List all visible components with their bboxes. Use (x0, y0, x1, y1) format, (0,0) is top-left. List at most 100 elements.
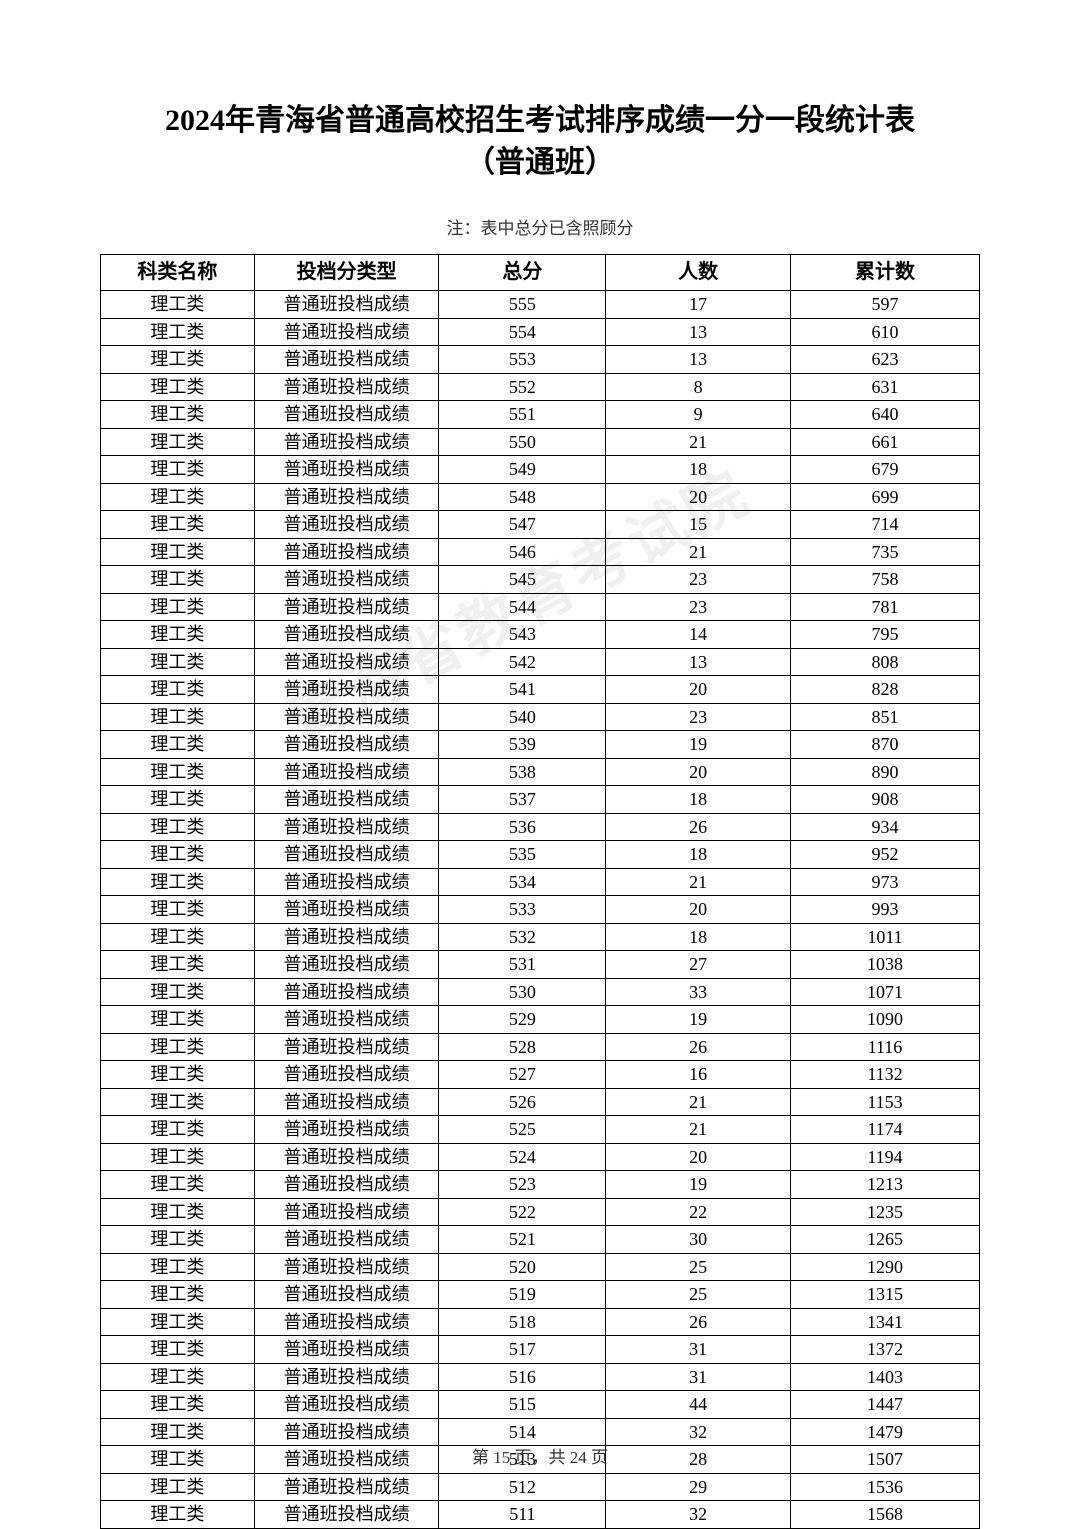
cell-category: 理工类 (101, 703, 255, 731)
cell-count: 26 (606, 1308, 791, 1336)
cell-type: 普通班投档成绩 (254, 483, 439, 511)
cell-cumulative: 795 (790, 621, 979, 649)
cell-score: 528 (439, 1033, 606, 1061)
cell-type: 普通班投档成绩 (254, 1033, 439, 1061)
table-row: 理工类普通班投档成绩54023851 (101, 703, 980, 731)
cell-type: 普通班投档成绩 (254, 1253, 439, 1281)
cell-category: 理工类 (101, 1418, 255, 1446)
cell-category: 理工类 (101, 401, 255, 429)
table-row: 理工类普通班投档成绩54523758 (101, 566, 980, 594)
cell-count: 26 (606, 813, 791, 841)
cell-count: 20 (606, 758, 791, 786)
cell-count: 31 (606, 1363, 791, 1391)
cell-count: 13 (606, 318, 791, 346)
cell-category: 理工类 (101, 758, 255, 786)
cell-count: 21 (606, 868, 791, 896)
cell-category: 理工类 (101, 1006, 255, 1034)
cell-score: 555 (439, 291, 606, 319)
cell-type: 普通班投档成绩 (254, 538, 439, 566)
cell-type: 普通班投档成绩 (254, 676, 439, 704)
table-row: 理工类普通班投档成绩517311372 (101, 1336, 980, 1364)
cell-score: 538 (439, 758, 606, 786)
cell-category: 理工类 (101, 1391, 255, 1419)
cell-score: 542 (439, 648, 606, 676)
cell-category: 理工类 (101, 511, 255, 539)
cell-type: 普通班投档成绩 (254, 1391, 439, 1419)
table-row: 理工类普通班投档成绩55021661 (101, 428, 980, 456)
cell-count: 18 (606, 923, 791, 951)
cell-score: 525 (439, 1116, 606, 1144)
cell-type: 普通班投档成绩 (254, 896, 439, 924)
table-row: 理工类普通班投档成绩55517597 (101, 291, 980, 319)
cell-type: 普通班投档成绩 (254, 401, 439, 429)
cell-cumulative: 1011 (790, 923, 979, 951)
cell-cumulative: 597 (790, 291, 979, 319)
cell-count: 15 (606, 511, 791, 539)
cell-count: 19 (606, 1006, 791, 1034)
note-text: 注：表中总分已含照顾分 (100, 214, 980, 239)
cell-type: 普通班投档成绩 (254, 1308, 439, 1336)
cell-category: 理工类 (101, 428, 255, 456)
table-row: 理工类普通班投档成绩53320993 (101, 896, 980, 924)
cell-category: 理工类 (101, 483, 255, 511)
cell-score: 551 (439, 401, 606, 429)
table-row: 理工类普通班投档成绩514321479 (101, 1418, 980, 1446)
cell-score: 534 (439, 868, 606, 896)
cell-cumulative: 1265 (790, 1226, 979, 1254)
cell-category: 理工类 (101, 1473, 255, 1501)
cell-cumulative: 1341 (790, 1308, 979, 1336)
cell-category: 理工类 (101, 648, 255, 676)
cell-category: 理工类 (101, 676, 255, 704)
cell-count: 23 (606, 566, 791, 594)
cell-type: 普通班投档成绩 (254, 1171, 439, 1199)
table-row: 理工类普通班投档成绩516311403 (101, 1363, 980, 1391)
cell-category: 理工类 (101, 1171, 255, 1199)
cell-score: 520 (439, 1253, 606, 1281)
table-header-row: 科类名称 投档分类型 总分 人数 累计数 (101, 255, 980, 291)
cell-cumulative: 890 (790, 758, 979, 786)
cell-count: 20 (606, 1143, 791, 1171)
cell-type: 普通班投档成绩 (254, 373, 439, 401)
cell-category: 理工类 (101, 1501, 255, 1529)
cell-type: 普通班投档成绩 (254, 731, 439, 759)
cell-cumulative: 1090 (790, 1006, 979, 1034)
cell-category: 理工类 (101, 1033, 255, 1061)
title-line-1: 2024年青海省普通高校招生考试排序成绩一分一段统计表 (165, 104, 915, 137)
table-row: 理工类普通班投档成绩531271038 (101, 951, 980, 979)
cell-count: 44 (606, 1391, 791, 1419)
cell-cumulative: 851 (790, 703, 979, 731)
table-row: 理工类普通班投档成绩523191213 (101, 1171, 980, 1199)
cell-count: 18 (606, 786, 791, 814)
table-row: 理工类普通班投档成绩53718908 (101, 786, 980, 814)
cell-score: 537 (439, 786, 606, 814)
cell-category: 理工类 (101, 868, 255, 896)
cell-cumulative: 908 (790, 786, 979, 814)
table-row: 理工类普通班投档成绩512291536 (101, 1473, 980, 1501)
cell-score: 527 (439, 1061, 606, 1089)
table-body: 理工类普通班投档成绩55517597理工类普通班投档成绩55413610理工类普… (101, 291, 980, 1529)
cell-count: 27 (606, 951, 791, 979)
cell-count: 20 (606, 896, 791, 924)
cell-count: 20 (606, 676, 791, 704)
cell-score: 514 (439, 1418, 606, 1446)
cell-type: 普通班投档成绩 (254, 951, 439, 979)
cell-cumulative: 952 (790, 841, 979, 869)
cell-cumulative: 1536 (790, 1473, 979, 1501)
cell-type: 普通班投档成绩 (254, 868, 439, 896)
cell-type: 普通班投档成绩 (254, 1226, 439, 1254)
cell-type: 普通班投档成绩 (254, 566, 439, 594)
cell-type: 普通班投档成绩 (254, 428, 439, 456)
score-table: 科类名称 投档分类型 总分 人数 累计数 理工类普通班投档成绩55517597 理… (100, 254, 980, 1529)
cell-type: 普通班投档成绩 (254, 841, 439, 869)
table-row: 理工类普通班投档成绩55313623 (101, 346, 980, 374)
cell-score: 549 (439, 456, 606, 484)
cell-cumulative: 828 (790, 676, 979, 704)
cell-count: 21 (606, 1116, 791, 1144)
table-row: 理工类普通班投档成绩53820890 (101, 758, 980, 786)
table-row: 理工类普通班投档成绩54314795 (101, 621, 980, 649)
table-row: 理工类普通班投档成绩522221235 (101, 1198, 980, 1226)
table-row: 理工类普通班投档成绩53626934 (101, 813, 980, 841)
cell-category: 理工类 (101, 813, 255, 841)
cell-category: 理工类 (101, 978, 255, 1006)
cell-cumulative: 714 (790, 511, 979, 539)
